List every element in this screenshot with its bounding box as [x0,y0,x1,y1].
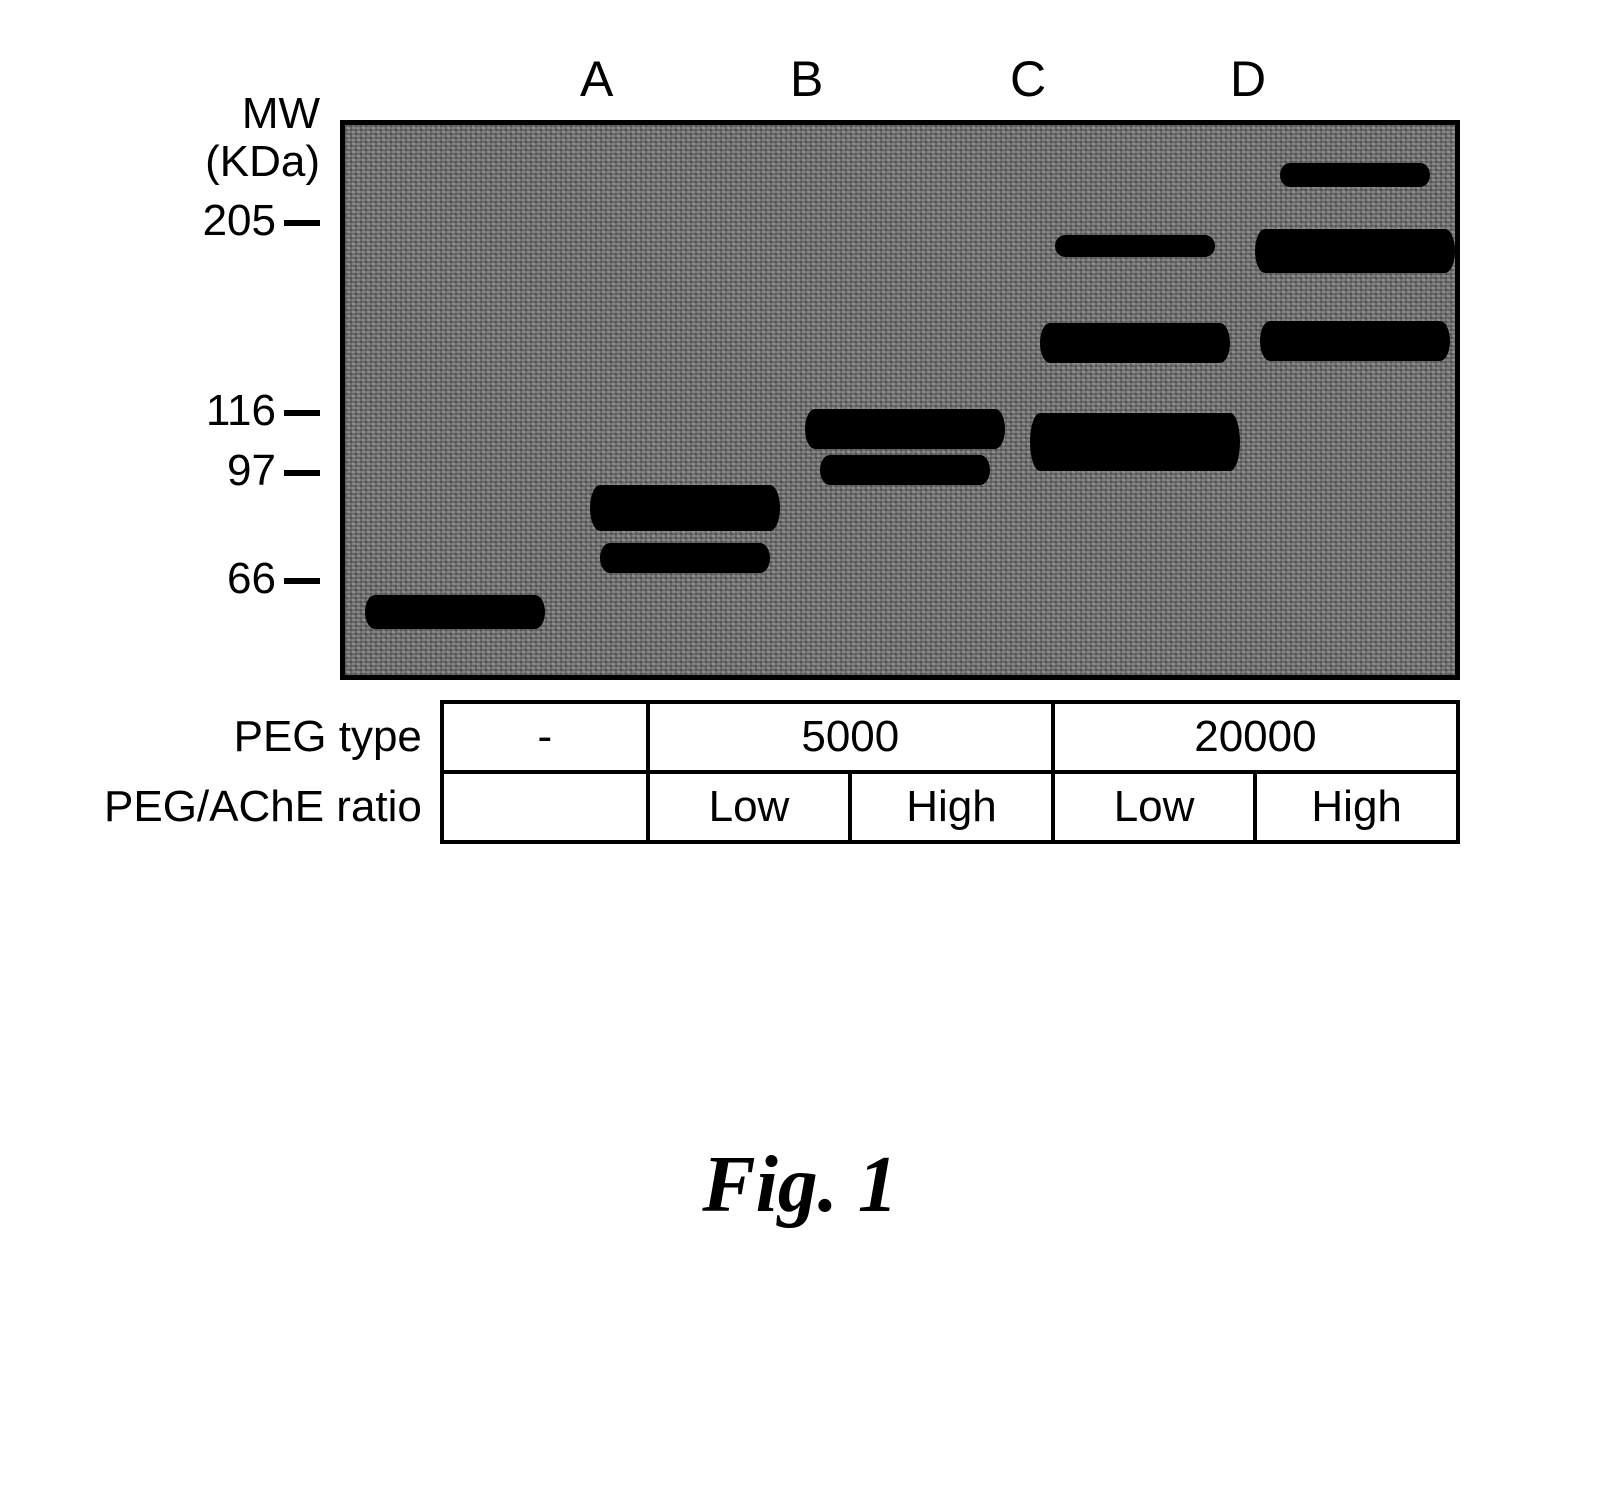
cell-peg-type-5000: 5000 [648,702,1053,772]
cell-ratio-A: Low [648,772,850,842]
cell-peg-type-20000: 20000 [1053,702,1458,772]
gel-band [1055,235,1215,257]
gel-band [1040,323,1230,363]
gel-band [600,543,770,573]
mw-title-line1: MW [100,90,320,138]
gel-band [820,455,990,485]
cell-ratio-ctrl [442,772,648,842]
cell-ratio-C: Low [1053,772,1255,842]
gel-band [1280,163,1430,187]
lane-label-C: C [1010,50,1046,108]
mw-axis: MW (KDa) 2051169766 [100,90,320,187]
gel-band [805,409,1005,449]
gel-band [365,595,545,629]
cell-ratio-D: High [1255,772,1458,842]
gel-band [1030,413,1240,471]
gel-band [1255,229,1455,273]
cell-peg-type-ctrl: - [442,702,648,772]
mw-title-line2: (KDa) [100,138,320,186]
gel-background-noise [345,125,1455,675]
gel-band [1260,321,1450,361]
lane-label-A: A [580,50,613,108]
rowlabel-peg-ratio: PEG/AChE ratio [100,772,442,842]
lane-label-D: D [1230,50,1266,108]
mw-tick-97: 97 [227,446,320,496]
figure-1: A B C D MW (KDa) 2051169766 PEG type - 5… [100,40,1500,120]
mw-tick-205: 205 [203,196,320,246]
mw-tick-116: 116 [206,386,320,436]
figure-caption: Fig. 1 [100,1140,1500,1231]
rowlabel-peg-type: PEG type [100,702,442,772]
row-peg-ratio: PEG/AChE ratio Low High Low High [100,772,1458,842]
cell-ratio-B: High [850,772,1053,842]
gel-image [340,120,1460,680]
row-peg-type: PEG type - 5000 20000 [100,702,1458,772]
gel-band [590,485,780,531]
lane-label-B: B [790,50,823,108]
mw-tick-66: 66 [227,554,320,604]
conditions-table: PEG type - 5000 20000 PEG/AChE ratio Low… [100,700,1460,844]
